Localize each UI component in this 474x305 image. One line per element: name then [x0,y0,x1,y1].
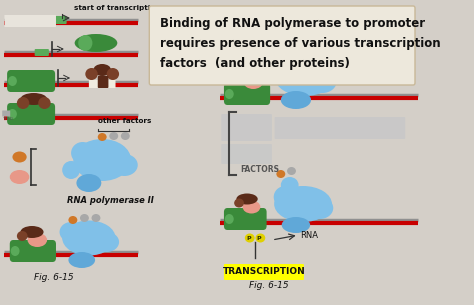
Ellipse shape [274,58,335,96]
Ellipse shape [307,197,333,219]
FancyBboxPatch shape [2,110,10,117]
Ellipse shape [73,139,131,181]
Ellipse shape [85,68,98,80]
FancyBboxPatch shape [89,80,116,88]
Ellipse shape [107,68,119,80]
Ellipse shape [278,56,291,67]
Ellipse shape [267,55,280,66]
Ellipse shape [237,67,260,79]
FancyBboxPatch shape [4,15,56,27]
Ellipse shape [12,152,27,163]
Ellipse shape [91,214,100,222]
FancyBboxPatch shape [10,240,56,262]
Ellipse shape [282,48,301,66]
FancyBboxPatch shape [274,117,405,139]
Ellipse shape [276,170,285,178]
Ellipse shape [235,72,245,82]
FancyBboxPatch shape [224,83,270,105]
Ellipse shape [94,232,119,252]
Ellipse shape [74,34,117,52]
Text: P: P [257,236,262,241]
Ellipse shape [62,221,116,256]
FancyBboxPatch shape [224,264,304,280]
Ellipse shape [234,199,244,207]
Ellipse shape [225,89,234,99]
Ellipse shape [273,186,297,208]
Ellipse shape [62,161,80,179]
Text: factors  (and other proteins): factors (and other proteins) [160,58,350,70]
Ellipse shape [109,132,118,140]
Text: Fig. 6-15: Fig. 6-15 [249,281,289,290]
Ellipse shape [8,109,17,119]
FancyBboxPatch shape [98,76,109,88]
FancyBboxPatch shape [54,16,67,24]
Ellipse shape [80,214,89,222]
Ellipse shape [60,222,82,242]
Ellipse shape [273,57,298,81]
Text: requires presence of various transcription: requires presence of various transcripti… [160,38,441,51]
Ellipse shape [17,231,27,241]
Ellipse shape [93,64,111,76]
Ellipse shape [71,142,94,164]
Text: Fig. 6-15: Fig. 6-15 [34,273,73,282]
Ellipse shape [278,41,287,49]
Ellipse shape [309,69,337,93]
FancyBboxPatch shape [7,70,55,92]
Text: P: P [246,236,251,241]
Ellipse shape [27,233,47,247]
FancyBboxPatch shape [221,114,272,141]
Text: start of transcription: start of transcription [74,5,160,11]
Ellipse shape [244,75,263,89]
Ellipse shape [20,226,44,238]
Ellipse shape [121,132,130,140]
Text: other factors: other factors [98,118,151,124]
Text: TFIID: TFIID [2,117,13,121]
Ellipse shape [10,246,19,256]
Ellipse shape [245,234,255,242]
Ellipse shape [111,154,138,176]
FancyBboxPatch shape [224,208,266,230]
Ellipse shape [225,214,234,224]
Ellipse shape [243,200,260,214]
Ellipse shape [255,234,265,242]
Ellipse shape [274,186,332,222]
Ellipse shape [68,252,95,268]
FancyBboxPatch shape [149,6,415,85]
Ellipse shape [38,97,51,109]
Text: FACTORS: FACTORS [240,165,279,174]
Ellipse shape [237,193,258,204]
Ellipse shape [8,76,17,86]
Ellipse shape [287,167,296,175]
FancyBboxPatch shape [35,49,49,56]
Ellipse shape [281,177,299,193]
Ellipse shape [20,93,47,105]
Ellipse shape [17,97,29,109]
Ellipse shape [98,133,107,141]
Ellipse shape [281,91,311,109]
Text: RNA polymerase II: RNA polymerase II [67,196,154,205]
Text: RNA: RNA [301,231,319,240]
Text: TRANSCRIPTION: TRANSCRIPTION [223,267,305,277]
Ellipse shape [290,38,299,46]
Ellipse shape [68,216,77,224]
Ellipse shape [282,217,310,233]
Ellipse shape [78,35,92,51]
FancyBboxPatch shape [221,144,272,164]
Ellipse shape [301,38,310,46]
Ellipse shape [76,174,101,192]
Ellipse shape [10,170,29,184]
FancyBboxPatch shape [7,103,55,125]
Text: Binding of RNA polymerase to promoter: Binding of RNA polymerase to promoter [160,17,425,30]
